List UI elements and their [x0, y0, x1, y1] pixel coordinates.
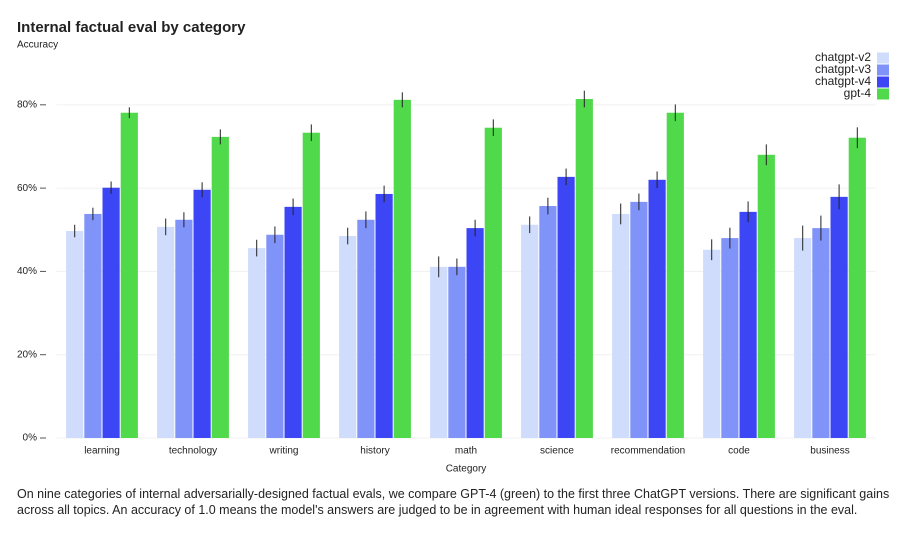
y-tick-label: 40%	[17, 266, 37, 277]
x-tick-label: technology	[169, 446, 217, 457]
bar	[175, 219, 193, 438]
legend-swatch	[877, 52, 889, 64]
bar	[375, 193, 393, 438]
bar	[739, 211, 757, 438]
x-tick-label: science	[540, 446, 574, 457]
x-tick-label: history	[360, 446, 389, 457]
bar	[448, 266, 466, 438]
bar	[339, 236, 357, 438]
bar	[248, 248, 266, 438]
bar	[484, 127, 502, 439]
chart: Internal factual eval by category Accura…	[17, 19, 889, 475]
y-tick-label: 60%	[17, 183, 37, 194]
y-tick-label: 20%	[17, 349, 37, 360]
legend-label: chatgpt-v2	[815, 50, 871, 64]
bar	[721, 238, 739, 438]
y-axis-title: Accuracy	[17, 40, 58, 51]
bar	[521, 224, 539, 438]
bar	[211, 136, 229, 438]
caption: On nine categories of internal adversari…	[17, 487, 890, 517]
bar	[430, 266, 448, 438]
bar	[120, 112, 138, 438]
bar	[266, 234, 284, 438]
x-tick-label: code	[728, 446, 750, 457]
bar	[302, 132, 320, 439]
x-tick-label: recommendation	[611, 446, 685, 457]
bar	[102, 187, 120, 438]
bar	[393, 99, 411, 439]
chart-title: Internal factual eval by category	[17, 19, 246, 36]
legend-swatch	[877, 64, 889, 76]
bar	[648, 179, 666, 438]
bar	[848, 137, 866, 438]
bar	[539, 206, 557, 438]
x-tick-label: learning	[84, 446, 120, 457]
bar	[794, 238, 812, 438]
bar	[84, 213, 102, 438]
bar	[466, 228, 484, 438]
legend-label: gpt-4	[844, 86, 872, 100]
x-tick-label: business	[810, 446, 849, 457]
bar	[666, 112, 684, 438]
bar	[830, 196, 848, 438]
bar	[612, 213, 630, 438]
bar	[757, 154, 775, 439]
bar	[703, 249, 721, 438]
x-tick-label: math	[455, 446, 477, 457]
bar	[284, 206, 302, 438]
bar	[812, 228, 830, 438]
bar	[575, 98, 593, 438]
legend-swatch	[877, 76, 889, 88]
bar	[193, 189, 211, 438]
legend-label: chatgpt-v4	[815, 74, 871, 88]
x-axis-title: Category	[446, 464, 487, 475]
bar	[630, 201, 648, 438]
bar	[66, 231, 84, 438]
legend-label: chatgpt-v3	[815, 62, 871, 76]
bar	[157, 226, 175, 438]
y-tick-label: 0%	[23, 433, 38, 444]
legend-swatch	[877, 88, 889, 100]
y-tick-label: 80%	[17, 99, 37, 110]
x-tick-label: writing	[269, 446, 299, 457]
bar	[557, 176, 575, 439]
bar	[357, 219, 375, 438]
